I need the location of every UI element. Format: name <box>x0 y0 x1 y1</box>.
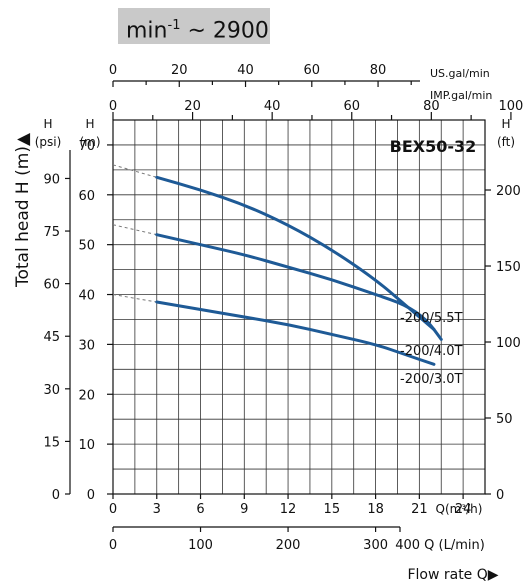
x-tick-label-us: 80 <box>370 63 387 78</box>
y-tick-label-ft: 200 <box>496 184 521 199</box>
shutoff-extension <box>112 224 157 236</box>
x-tick-label-us: 0 <box>109 63 117 78</box>
y-tick-label-ft: 100 <box>496 336 521 351</box>
grid <box>113 120 485 494</box>
series-label: -200/3.0T <box>400 372 463 387</box>
y-tick-label-m: 30 <box>78 338 95 353</box>
y-tick-label-m: 50 <box>78 239 95 254</box>
y-tick-label-ft: 0 <box>496 488 504 503</box>
x-tick-label-us: 20 <box>171 63 188 78</box>
y-tick-label-ft: 150 <box>496 260 521 275</box>
shutoff-extension <box>112 294 157 303</box>
x-tick-label-m3h: 15 <box>324 502 341 517</box>
speed-value: ~ 2900 <box>180 18 269 44</box>
y-tick-label-ft: 50 <box>496 412 513 427</box>
x-tick-label-us: 60 <box>304 63 321 78</box>
y-tick-label-psi: 75 <box>43 225 60 240</box>
series-label: -200/4.0T <box>400 344 463 359</box>
y-tick-label-m: 0 <box>87 488 95 503</box>
y-unit-ft: H <box>501 117 510 131</box>
x-tick-label-lmin: 200 <box>276 538 301 553</box>
x-tick-label-us: 40 <box>237 63 254 78</box>
y-tick-label-m: 10 <box>78 438 95 453</box>
shutoff-extension <box>112 164 157 178</box>
x-axis-label-lmin: 400 Q (L/min) <box>395 538 485 553</box>
x-tick-label-m3h: 0 <box>109 502 117 517</box>
x-tick-label-imp: 60 <box>343 99 360 114</box>
y-tick-label-m: 20 <box>78 388 95 403</box>
y-tick-label-psi: 30 <box>43 383 60 398</box>
x-tick-label-m3h: 24 <box>455 502 472 517</box>
x-tick-label-m3h: 18 <box>367 502 384 517</box>
x-tick-label-imp: 40 <box>264 99 281 114</box>
y-unit-sub-ft: (ft) <box>497 135 515 149</box>
labels: 0 3 6 9 12 15 18 21 24Q(m³/h)0 100 200 300 400 Q (L/… <box>13 63 523 583</box>
plot-frame <box>112 119 486 495</box>
y-tick-label-m: 60 <box>78 189 95 204</box>
y-tick-label-m: 40 <box>78 289 95 304</box>
x-axis-label-us: US.gal/min <box>430 67 490 80</box>
y-axis-title: Total head H (m)▲ <box>13 132 33 288</box>
x-tick-label-imp: 80 <box>423 99 440 114</box>
y-unit-sub-psi: (psi) <box>35 135 62 149</box>
y-unit-m: H <box>85 117 94 131</box>
y-tick-label-m: 70 <box>78 139 95 154</box>
x-tick-label-lmin: 100 <box>188 538 213 553</box>
series-line <box>155 175 436 331</box>
curves <box>112 164 443 366</box>
speed-unit: min <box>126 18 168 44</box>
x-axis-title: Flow rate Q▶ <box>407 567 498 583</box>
series-label: -200/5.5T <box>400 311 463 326</box>
x-axis-label-m3h: Q(m³/h) <box>436 502 483 516</box>
x-tick-label-m3h: 3 <box>153 502 161 517</box>
x-tick-label-imp: 20 <box>184 99 201 114</box>
y-unit-sub-m: (m) <box>79 135 100 149</box>
series-line <box>155 233 443 341</box>
speed-badge: min-1 ~ 2900 <box>118 8 270 44</box>
x-tick-label-lmin: 0 <box>109 538 117 553</box>
x-tick-label-imp: 100 <box>499 99 524 114</box>
x-tick-label-m3h: 6 <box>196 502 204 517</box>
x-tick-label-imp: 0 <box>109 99 117 114</box>
x-tick-label-lmin: 300 <box>363 538 388 553</box>
y-tick-label-psi: 45 <box>43 330 60 345</box>
y-tick-label-psi: 60 <box>43 278 60 293</box>
x-tick-label-m3h: 9 <box>240 502 248 517</box>
y-tick-label-psi: 0 <box>52 488 60 503</box>
x-tick-label-m3h: 12 <box>280 502 297 517</box>
x-tick-label-m3h: 21 <box>411 502 428 517</box>
y-unit-psi: H <box>43 117 52 131</box>
x-axis-label-imp: IMP.gal/min <box>430 89 492 102</box>
axes <box>65 80 512 532</box>
y-tick-label-psi: 90 <box>43 172 60 187</box>
series-line <box>155 300 436 366</box>
y-tick-label-psi: 15 <box>43 435 60 450</box>
chart-title: BEX50-32 <box>390 137 477 156</box>
speed-exponent: -1 <box>167 18 181 33</box>
